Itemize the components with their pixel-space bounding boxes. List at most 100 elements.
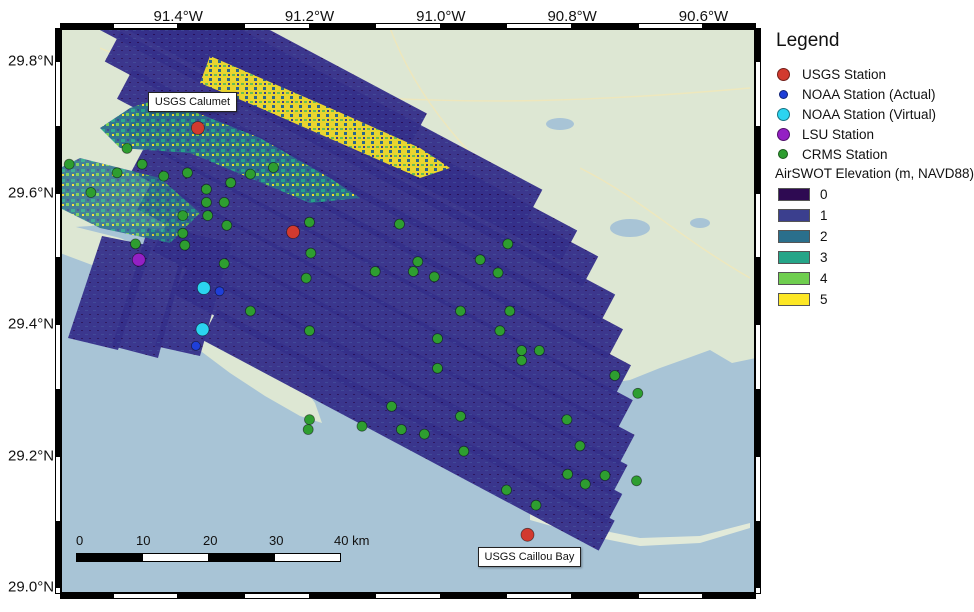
crms-station-17[interactable]	[179, 239, 191, 251]
crms-station-27[interactable]	[474, 254, 486, 266]
crms-station-47[interactable]	[302, 424, 314, 435]
crms-station-49[interactable]	[395, 424, 407, 435]
crms-station-46[interactable]	[304, 414, 315, 426]
frame-tick-24	[755, 28, 761, 61]
crms-station-13[interactable]	[218, 196, 230, 208]
frame-tick-9	[309, 23, 376, 29]
scale-tick-20: 20	[203, 533, 218, 548]
crms-station-11[interactable]	[267, 162, 279, 173]
map-canvas[interactable]	[60, 28, 756, 594]
crms-station-16[interactable]	[177, 227, 189, 239]
legend-dot-icon	[778, 89, 788, 99]
crms-station-8[interactable]	[200, 183, 212, 195]
crms-station-53[interactable]	[574, 440, 586, 452]
crms-station-36[interactable]	[516, 354, 528, 366]
crms-station-51[interactable]	[458, 445, 470, 457]
crms-station-54[interactable]	[562, 468, 574, 480]
airswot-cross-lines	[68, 228, 232, 358]
frame-tick-32	[755, 258, 761, 325]
crms-station-4[interactable]	[121, 143, 133, 154]
crms-station-34[interactable]	[494, 325, 506, 337]
usgs-caillou-bay-label: USGS Caillou Bay	[477, 546, 582, 567]
crms-station-21[interactable]	[218, 258, 230, 270]
usgs-station-3[interactable]	[520, 527, 535, 542]
crms-station-14[interactable]	[202, 210, 214, 222]
crms-station-44[interactable]	[386, 400, 398, 412]
crms-station-25[interactable]	[407, 266, 419, 277]
frame-tick-17	[572, 23, 638, 29]
legend-dot-icon	[776, 107, 790, 121]
frame-tick-16	[506, 593, 573, 599]
crms-station-26[interactable]	[428, 271, 440, 283]
crms-station-50[interactable]	[418, 428, 430, 440]
crms-station-28[interactable]	[492, 267, 504, 279]
scale-segment-3	[208, 553, 275, 562]
frame-tick-34	[755, 324, 761, 390]
legend-title: Legend	[776, 30, 840, 51]
crms-station-5[interactable]	[136, 158, 148, 170]
crms-station-39[interactable]	[432, 362, 443, 374]
crms-station-23[interactable]	[369, 266, 381, 277]
upland-patch-3	[60, 158, 200, 243]
flight-line-cross-1	[68, 236, 152, 350]
noaa-virtual-station-1[interactable]	[196, 281, 211, 295]
crms-station-24[interactable]	[412, 256, 424, 268]
legend-item-label: USGS Station	[802, 66, 887, 82]
crms-station-58[interactable]	[501, 484, 512, 496]
crms-station-19[interactable]	[130, 238, 141, 250]
crms-station-6[interactable]	[158, 170, 170, 182]
crms-station-35[interactable]	[516, 345, 528, 356]
noaa-actual-station-2[interactable]	[190, 340, 201, 351]
crms-station-31[interactable]	[394, 218, 405, 230]
frame-tick-13	[440, 23, 507, 29]
crms-station-1[interactable]	[63, 158, 75, 170]
legend-item-label: NOAA Station (Virtual)	[802, 106, 937, 122]
crms-station-57[interactable]	[631, 475, 642, 487]
crms-station-55[interactable]	[579, 478, 591, 490]
scale-tick-10: 10	[136, 533, 151, 548]
crms-station-52[interactable]	[561, 414, 573, 426]
noaa-virtual-station-2[interactable]	[195, 322, 210, 337]
crms-station-2[interactable]	[85, 187, 97, 198]
crms-station-10[interactable]	[244, 168, 256, 180]
flight-line-cross-2	[112, 228, 190, 358]
crms-station-37[interactable]	[533, 345, 545, 356]
map-frame[interactable]: USGS Calumet USGS Caillou Bay	[60, 28, 756, 594]
crms-station-9[interactable]	[225, 177, 237, 189]
latitude-label-2: 29.6°N	[8, 184, 55, 202]
crms-station-22[interactable]	[300, 272, 312, 284]
frame-tick-35	[55, 389, 61, 456]
crms-station-43[interactable]	[632, 387, 644, 399]
legend-marker	[772, 149, 794, 159]
crms-station-29[interactable]	[502, 238, 514, 250]
crms-station-56[interactable]	[599, 470, 611, 481]
noaa-actual-station-1[interactable]	[214, 286, 225, 297]
crms-station-38[interactable]	[432, 333, 443, 345]
crms-station-40[interactable]	[304, 325, 315, 337]
crms-station-33[interactable]	[504, 305, 516, 317]
crms-station-18[interactable]	[221, 219, 233, 231]
frame-tick-21	[703, 23, 756, 29]
crms-station-42[interactable]	[609, 370, 621, 381]
crms-station-20[interactable]	[305, 247, 317, 259]
crms-station-48[interactable]	[356, 420, 368, 432]
usgs-station-2[interactable]	[286, 225, 301, 239]
crms-station-59[interactable]	[530, 499, 542, 511]
frame-tick-22	[703, 593, 756, 599]
crms-station-3[interactable]	[111, 167, 123, 179]
crms-station-32[interactable]	[455, 305, 466, 317]
crms-station-30[interactable]	[304, 216, 315, 228]
flight-line-strip-9	[137, 179, 635, 465]
crms-station-41[interactable]	[244, 305, 256, 317]
frame-tick-36	[755, 389, 761, 456]
crms-station-12[interactable]	[200, 196, 212, 208]
crms-station-15[interactable]	[177, 210, 189, 222]
crms-station-45[interactable]	[455, 410, 466, 422]
frame-tick-15	[506, 23, 573, 29]
flight-line-strip-10	[152, 220, 628, 496]
longitude-label-2: 91.2°W	[284, 8, 335, 25]
usgs-station-1[interactable]	[190, 121, 205, 135]
elevation-class-2: 2	[772, 226, 972, 247]
crms-station-7[interactable]	[182, 167, 193, 179]
lsu-station-1[interactable]	[131, 252, 146, 267]
